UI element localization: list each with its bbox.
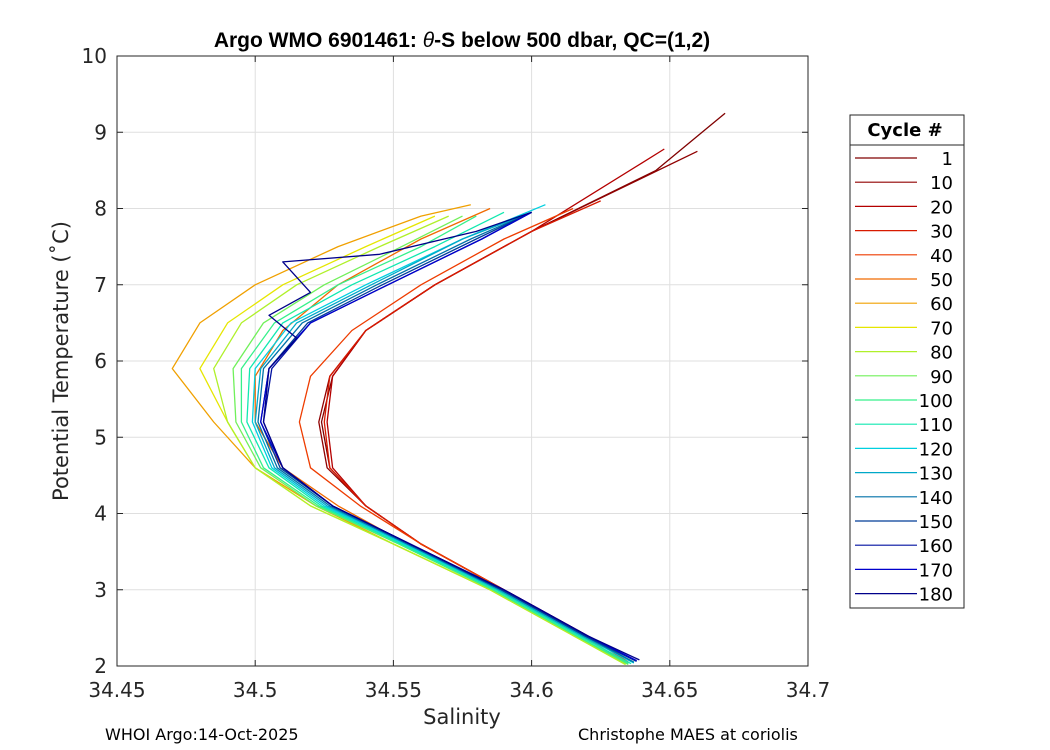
series-line <box>262 211 640 661</box>
legend-label: 70 <box>930 318 953 339</box>
y-tick-label: 3 <box>94 578 107 602</box>
ticks <box>116 55 809 667</box>
x-tick-label: 34.55 <box>365 678 422 702</box>
y-tick-label: 2 <box>94 654 107 678</box>
legend-label: 90 <box>930 367 953 388</box>
legend-label: 180 <box>919 585 953 606</box>
y-tick-label: 4 <box>94 502 107 526</box>
legend-label: 20 <box>930 197 953 218</box>
x-tick-label: 34.45 <box>88 678 145 702</box>
legend-label: 30 <box>930 222 953 243</box>
legend-label: 120 <box>919 439 953 460</box>
series-line <box>262 211 637 662</box>
grid <box>117 56 808 666</box>
y-tick-label: 7 <box>94 273 107 297</box>
series-line <box>199 215 626 666</box>
legend-label: 160 <box>919 536 953 557</box>
y-tick-label: 5 <box>94 425 107 449</box>
series-line <box>246 211 632 665</box>
series-line <box>254 207 626 663</box>
legend: Cycle # 11020304050607080901001101201301… <box>849 114 965 609</box>
series-line <box>320 112 726 661</box>
footer-left-credit: WHOI Argo:14-Oct-2025 <box>105 725 299 744</box>
legend-label: 10 <box>930 173 953 194</box>
footer-right-credit: Christophe MAES at coriolis <box>578 725 798 744</box>
series-line <box>254 211 635 663</box>
series-line <box>260 211 637 662</box>
y-tick-label: 10 <box>82 44 107 68</box>
x-tick-label: 34.5 <box>233 678 278 702</box>
legend-title: Cycle # <box>867 120 942 141</box>
x-tick-labels: 34.45 34.5 34.55 34.6 34.65 34.7 <box>88 678 830 702</box>
series-layer <box>171 112 726 666</box>
legend-label: 110 <box>919 415 953 436</box>
y-tick-label: 6 <box>94 349 107 373</box>
y-tick-label: 9 <box>94 120 107 144</box>
legend-label: 60 <box>930 294 953 315</box>
series-line <box>251 204 635 664</box>
legend-label: 150 <box>919 512 953 533</box>
series-line <box>260 211 637 662</box>
legend-entries: 1102030405060708090100110120130140150160… <box>855 149 953 606</box>
legend-label: 170 <box>919 560 953 581</box>
x-axis-label: Salinity <box>423 705 501 729</box>
series-line <box>318 150 698 662</box>
series-line <box>232 215 629 666</box>
x-tick-label: 34.6 <box>509 678 554 702</box>
x-tick-label: 34.65 <box>641 678 698 702</box>
legend-label: 40 <box>930 246 953 267</box>
series-line <box>298 207 629 663</box>
y-tick-labels: 2 3 4 5 6 7 8 9 10 <box>82 44 107 678</box>
legend-label: 50 <box>930 270 953 291</box>
legend-label: 100 <box>919 391 953 412</box>
legend-label: 80 <box>930 343 953 364</box>
x-tick-label: 34.7 <box>786 678 831 702</box>
legend-box <box>849 114 965 609</box>
chart-title: Argo WMO 6901461: θ-S below 500 dbar, QC… <box>214 29 710 52</box>
y-axis-label: Potential Temperature (˚C) <box>49 221 73 501</box>
legend-label: 140 <box>919 488 953 509</box>
series-line <box>240 215 629 665</box>
y-tick-label: 8 <box>94 197 107 221</box>
legend-label: 1 <box>942 149 953 170</box>
series-line <box>213 215 626 666</box>
legend-label: 130 <box>919 464 953 485</box>
